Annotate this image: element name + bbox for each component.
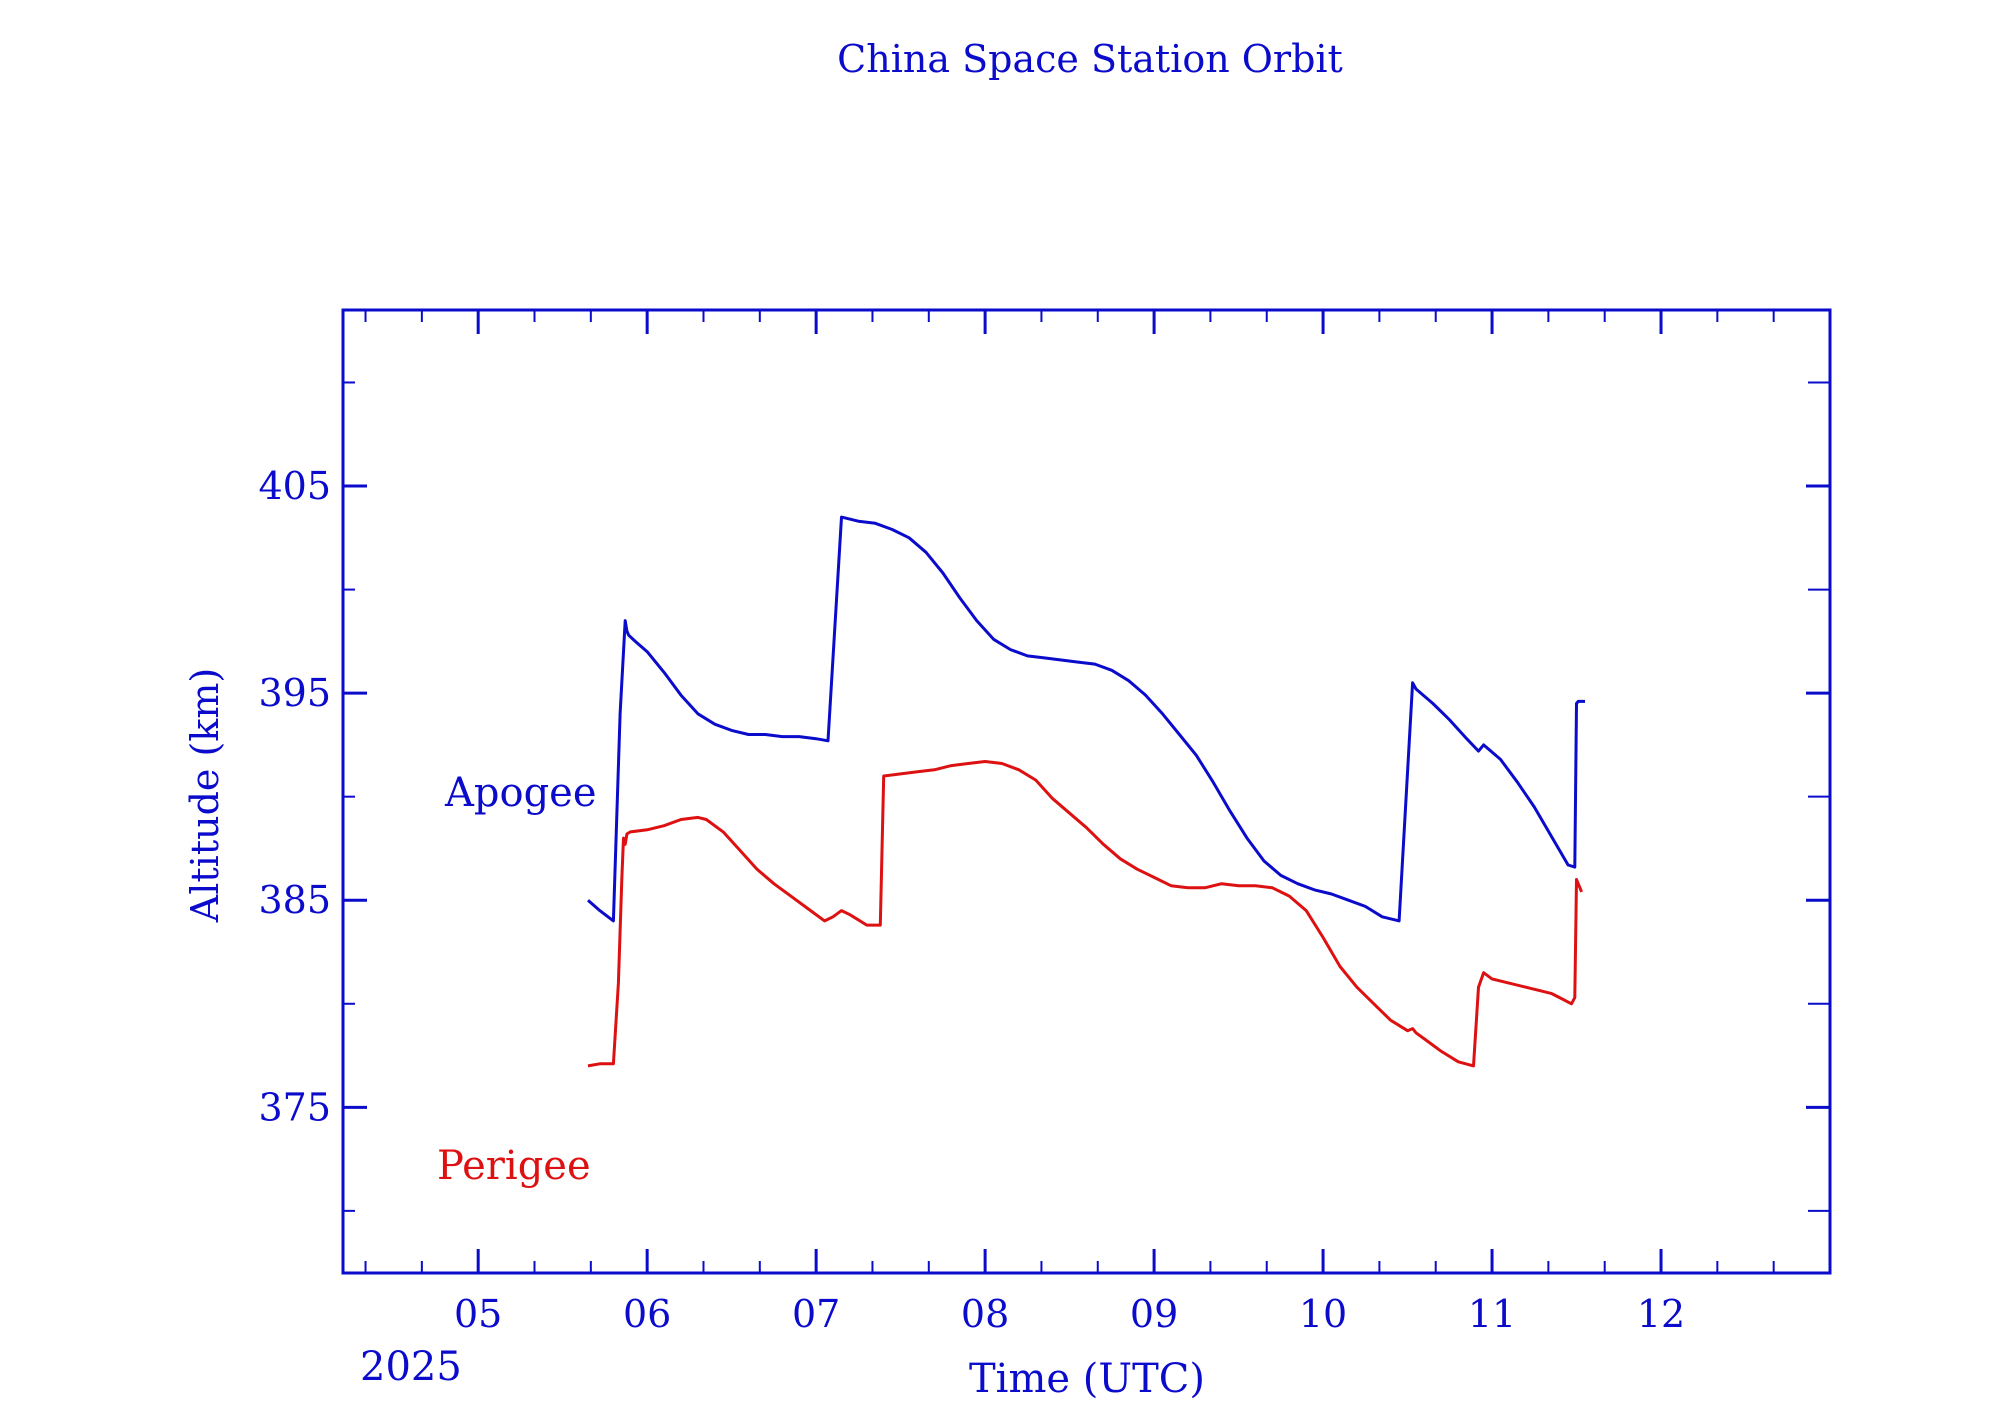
x-tick-label: 05 <box>454 1292 502 1336</box>
y-tick-label: 385 <box>258 878 331 922</box>
apogee-annotation: Apogee <box>444 770 597 816</box>
x-tick-label: 10 <box>1299 1292 1347 1336</box>
y-axis-label: Altitude (km) <box>183 668 227 923</box>
year-label: 2025 <box>360 1344 462 1390</box>
y-tick-label: 405 <box>258 464 331 508</box>
y-tick-label: 375 <box>258 1085 331 1129</box>
x-tick-label: 07 <box>792 1292 840 1336</box>
x-tick-label: 06 <box>623 1292 671 1336</box>
series-line-perigee <box>587 760 1583 1068</box>
x-tick-label: 12 <box>1637 1292 1685 1336</box>
perigee-annotation: Perigee <box>437 1143 591 1189</box>
chart-title: China Space Station Orbit <box>837 37 1343 81</box>
y-tick-label: 395 <box>258 671 331 715</box>
x-tick-label: 09 <box>1130 1292 1178 1336</box>
x-tick-label: 11 <box>1468 1292 1516 1336</box>
x-tick-label: 08 <box>961 1292 1009 1336</box>
series-line-apogee <box>587 515 1585 923</box>
x-axis-label: Time (UTC) <box>969 1356 1205 1402</box>
plot-frame <box>341 308 1832 1275</box>
